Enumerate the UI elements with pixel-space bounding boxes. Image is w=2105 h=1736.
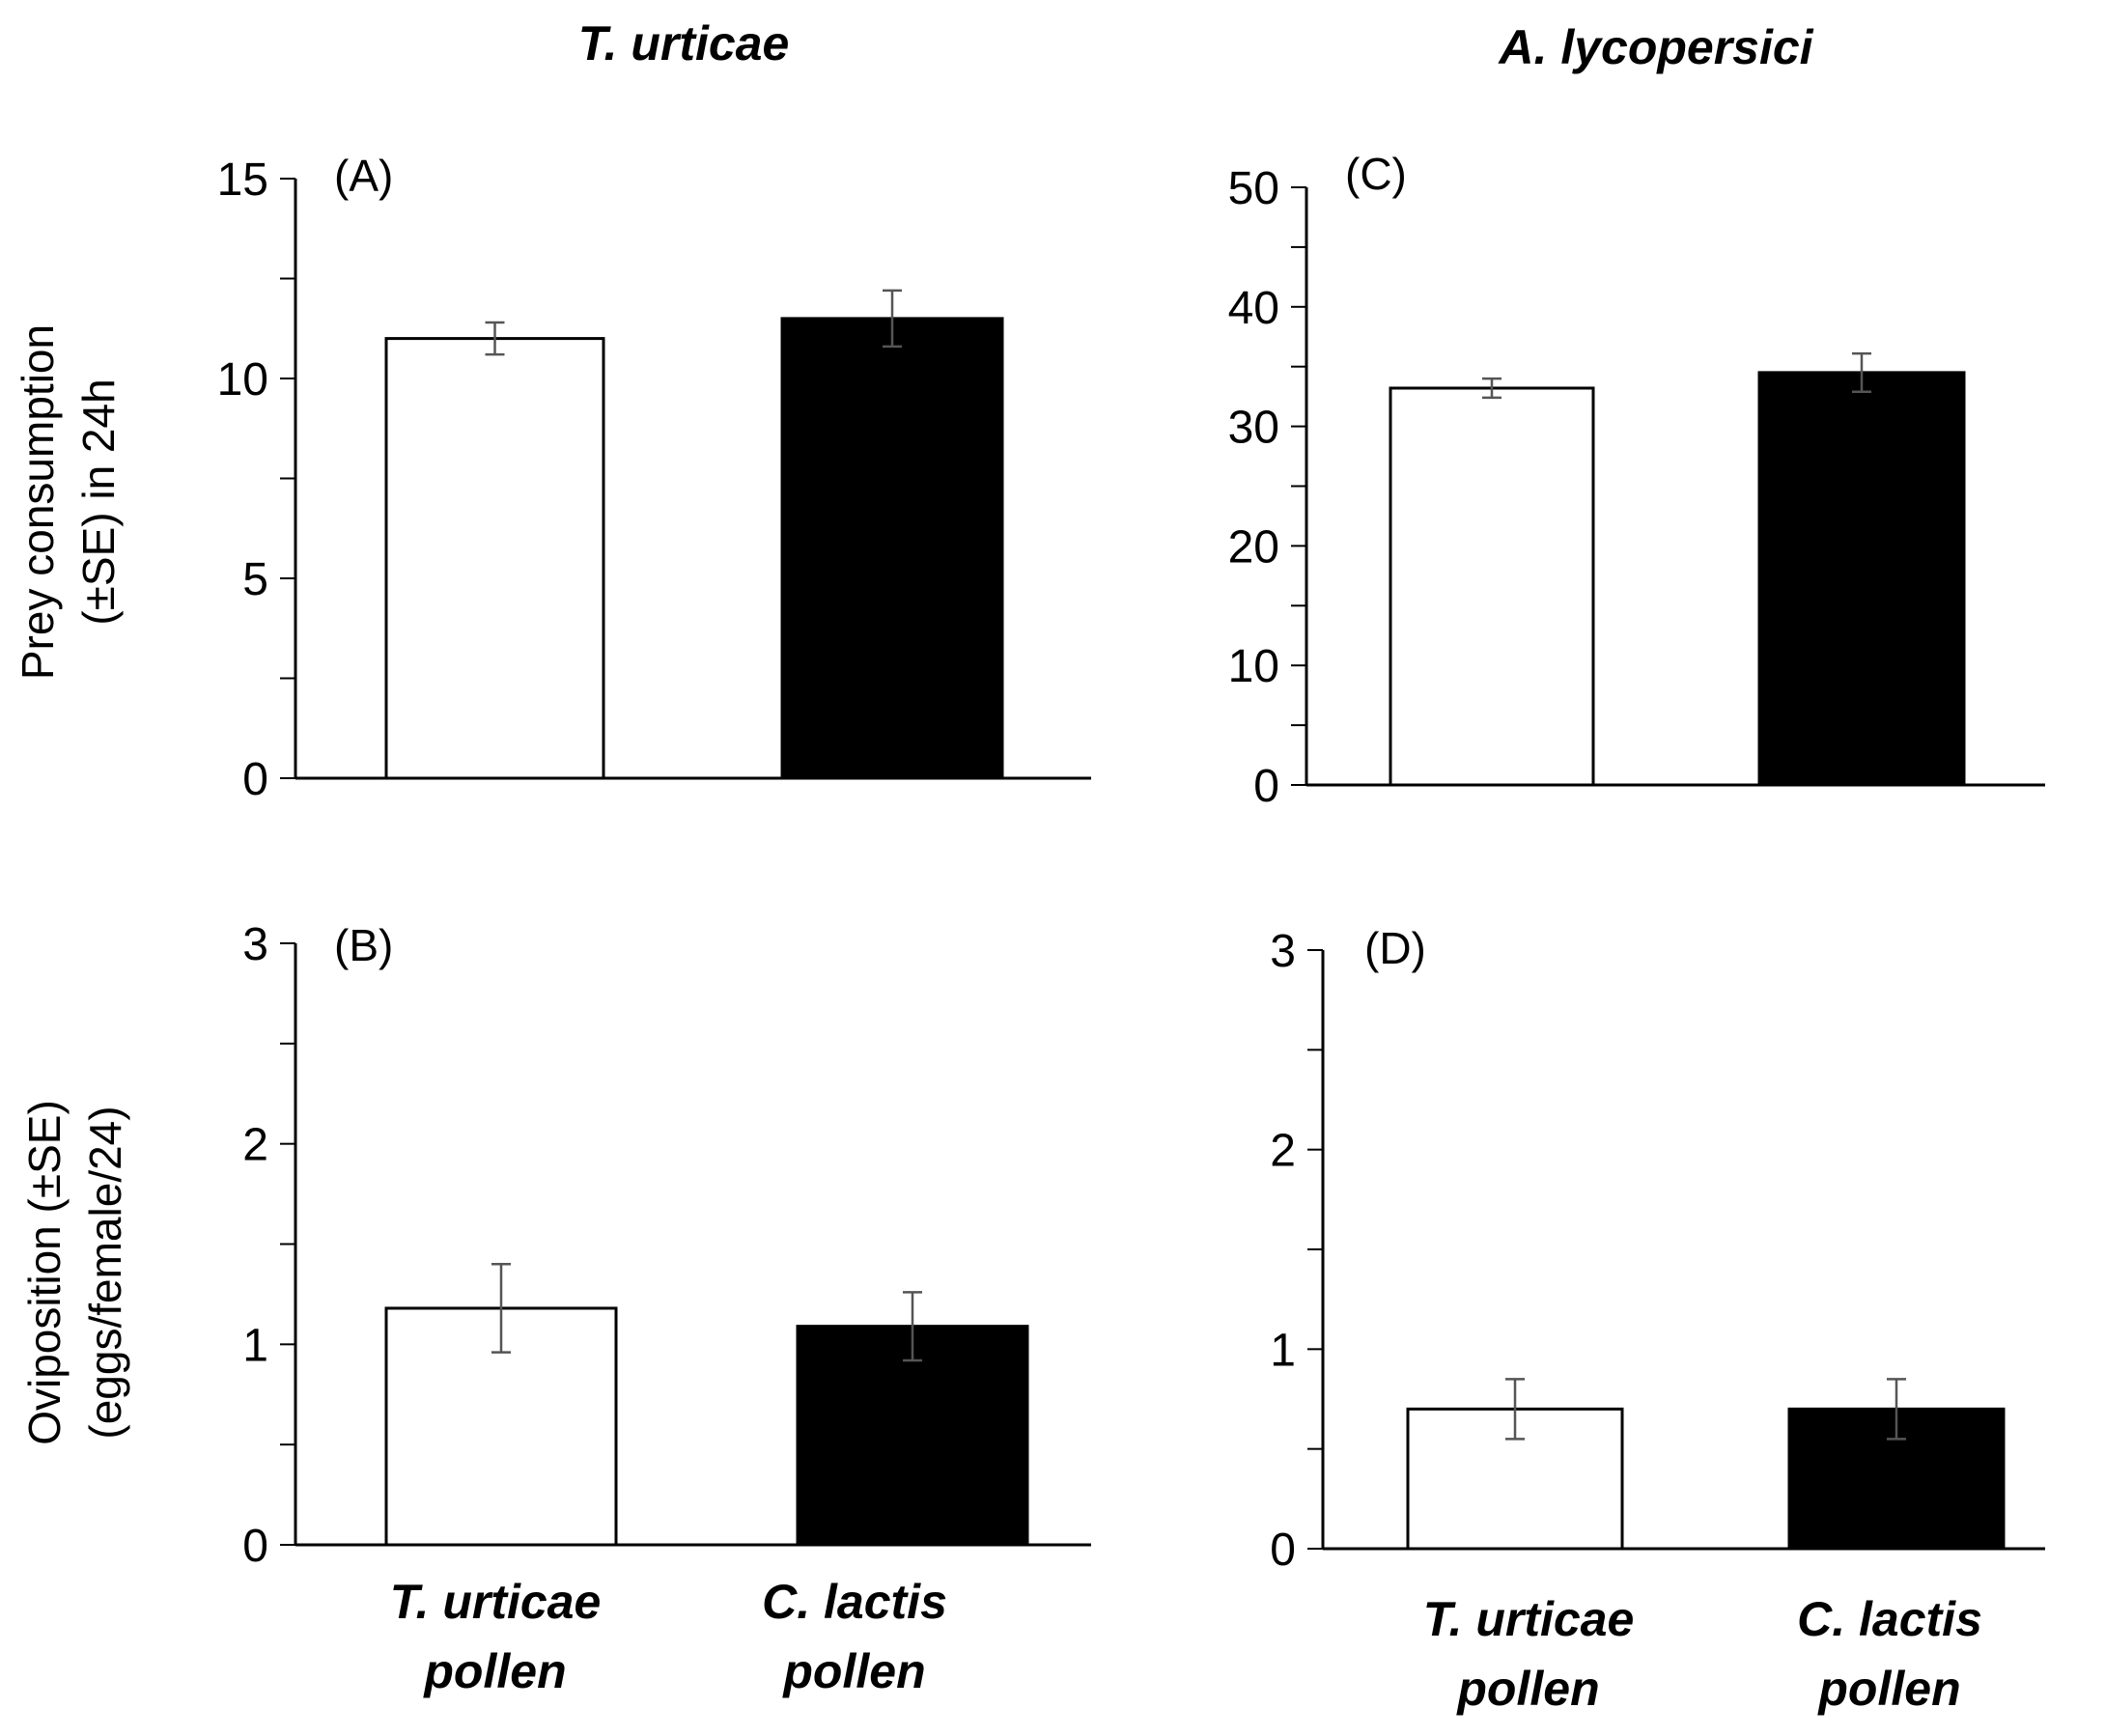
category-label-4-line-1: C. lactis xyxy=(1797,1592,1982,1646)
y-tick-label: 20 xyxy=(1228,521,1279,573)
y-axis-title-top-line-2: (±SE) in 24h xyxy=(73,378,124,625)
y-axis-title-bottom-line-2: (eggs/female/24) xyxy=(80,1106,130,1439)
y-tick-label: 30 xyxy=(1228,403,1279,454)
y-axis-title-bottom: Oviposition (±SE) xyxy=(19,1100,70,1445)
y-tick-label: 2 xyxy=(242,1120,268,1171)
y-axis-title-top: Prey consumption xyxy=(13,324,63,680)
category-label-2-line-1: C. lactis xyxy=(762,1575,947,1629)
panel-label: (B) xyxy=(334,920,393,970)
column-title-right: A. lycopersici xyxy=(1497,20,1813,74)
y-tick-label: 5 xyxy=(242,554,268,605)
panel-label: (C) xyxy=(1345,149,1407,199)
panel-label: (D) xyxy=(1364,923,1426,973)
category-label-4-line-2: pollen xyxy=(1816,1662,1960,1716)
y-tick-label: 40 xyxy=(1228,283,1279,334)
y-tick-label: 1 xyxy=(1270,1325,1296,1376)
panel-a: 0 5 10 15 (A) xyxy=(217,151,1091,805)
y-tick-label: 1 xyxy=(242,1320,268,1371)
category-label-1-line-1: T. urticae xyxy=(390,1575,602,1629)
y-tick-label: 50 xyxy=(1228,163,1279,214)
panel-label: (A) xyxy=(334,151,393,201)
y-tick-label: 2 xyxy=(1270,1126,1296,1177)
category-label-3-line-2: pollen xyxy=(1455,1662,1599,1716)
y-tick-label: 10 xyxy=(217,354,268,406)
category-label-3-line-1: T. urticae xyxy=(1423,1592,1635,1646)
bar-2 xyxy=(1757,371,1966,787)
y-tick-label: 0 xyxy=(1253,761,1279,812)
bar-1 xyxy=(384,337,605,780)
y-axis-title-top-line-1: Prey consumption xyxy=(13,324,63,680)
y-tick-label: 3 xyxy=(242,919,268,970)
y-axis-title-top-2: (±SE) in 24h xyxy=(73,378,124,625)
y-tick-label: 0 xyxy=(1270,1525,1296,1576)
category-label-2-line-2: pollen xyxy=(781,1644,925,1698)
y-tick-label: 3 xyxy=(1270,926,1296,977)
y-tick-label: 10 xyxy=(1228,641,1279,692)
bar-2 xyxy=(780,317,1004,780)
bar-2 xyxy=(796,1325,1029,1547)
panel-b: 0 1 2 3 (B) xyxy=(242,919,1091,1572)
category-label-1-line-2: pollen xyxy=(422,1644,566,1698)
y-axis-title-bottom-line-1: Oviposition (±SE) xyxy=(19,1100,70,1445)
panel-c: 0 10 20 30 40 50 (C) xyxy=(1228,149,2045,812)
y-tick-label: 15 xyxy=(217,154,268,206)
bar-1 xyxy=(1389,386,1595,787)
panel-d: 0 1 2 3 (D) xyxy=(1270,923,2045,1576)
y-axis-title-bottom-2: (eggs/female/24) xyxy=(80,1106,130,1439)
y-tick-label: 0 xyxy=(242,754,268,805)
column-title-left: T. urticae xyxy=(578,16,790,70)
y-tick-label: 0 xyxy=(242,1521,268,1572)
